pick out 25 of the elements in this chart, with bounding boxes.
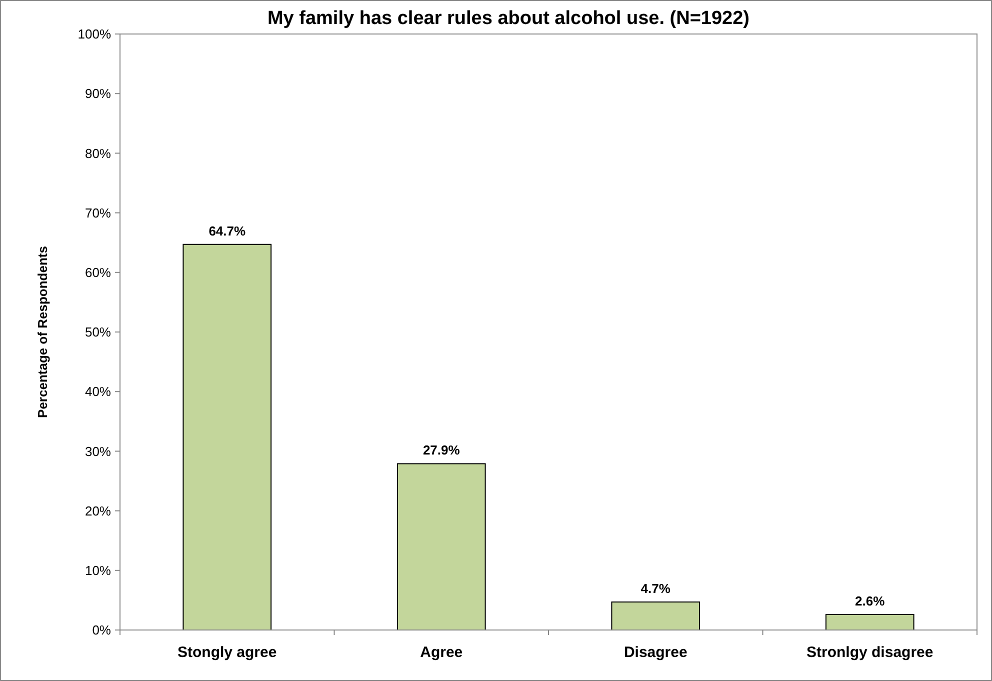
bar — [182, 244, 272, 630]
y-tick-label: 80% — [84, 146, 112, 161]
y-tick-label: 10% — [84, 562, 112, 578]
data-label: 4.7% — [640, 580, 671, 596]
x-tick-label: Disagree — [624, 644, 688, 661]
y-tick-label: 0% — [92, 622, 112, 638]
y-axis-title: Percentage of Respondents — [35, 246, 50, 418]
chart-title: My family has clear rules about alcohol use. (N=1922) — [267, 8, 750, 29]
x-tick-label: Stronlgy disagree — [806, 644, 934, 661]
y-tick-label: 70% — [84, 205, 112, 220]
x-tick-label: Agree — [420, 644, 463, 661]
y-tick-label: 20% — [84, 503, 112, 518]
bar — [396, 463, 486, 630]
bar — [611, 601, 700, 630]
y-tick-label: 40% — [84, 384, 112, 400]
y-tick-label: 100% — [78, 26, 112, 42]
data-label: 64.7% — [208, 223, 246, 238]
y-tick-label: 60% — [84, 264, 112, 280]
data-label: 2.6% — [855, 594, 886, 609]
y-tick-label: 30% — [84, 444, 112, 459]
y-tick-label: 50% — [84, 324, 112, 340]
x-tick-label: Stongly agree — [178, 644, 277, 661]
y-tick-label: 90% — [84, 86, 112, 102]
data-label: 27.9% — [422, 442, 460, 458]
bar — [825, 614, 914, 630]
